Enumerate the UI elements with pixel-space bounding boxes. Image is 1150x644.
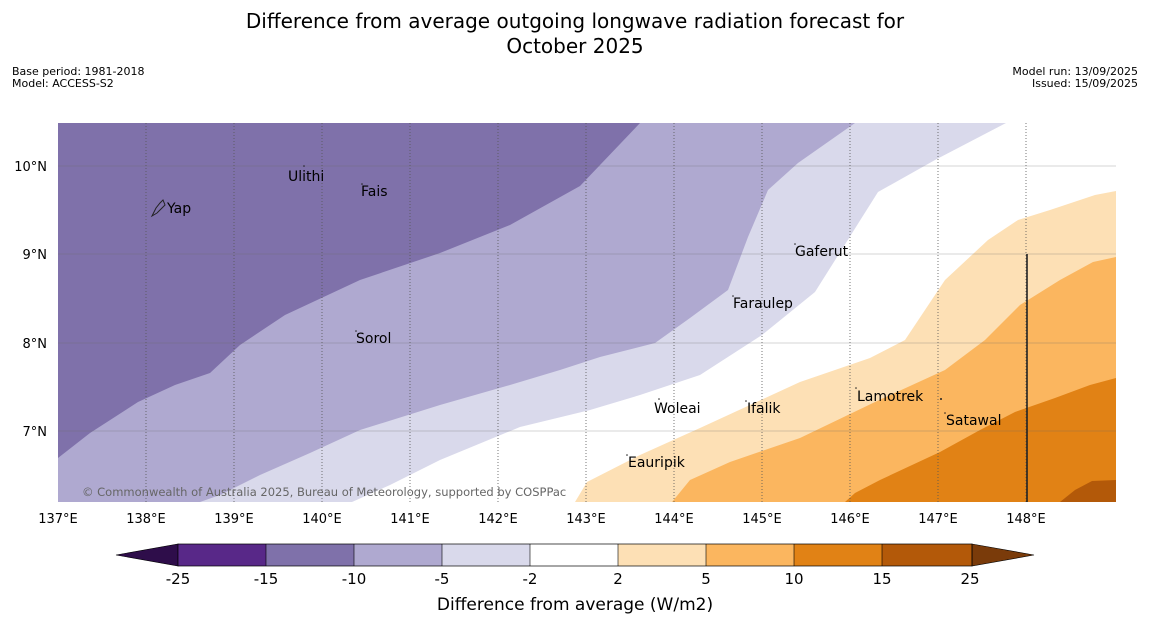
colorbar: -25 -15 -10 -5 -2 2 5 10 15 25 Differenc… — [115, 543, 1035, 615]
colorbar-tick: 2 — [613, 570, 623, 588]
colorbar-tick: -2 — [523, 570, 538, 588]
lon-tick: 140°E — [302, 512, 342, 527]
place-label: Gaferut — [795, 244, 849, 260]
latitude-tick-labels: 10°N 9°N 8°N 7°N — [14, 160, 47, 440]
lon-tick: 138°E — [126, 512, 166, 527]
colorbar-dividers — [265, 544, 883, 566]
place-labels: Ulithi Fais Yap Gaferut Faraulep Sorol W… — [166, 169, 1001, 471]
model-run: Model run: 13/09/2025 — [1012, 65, 1138, 78]
colorbar-tick: 15 — [872, 570, 891, 588]
colorbar-segment — [530, 544, 618, 566]
issued-date: Issued: 15/09/2025 — [1031, 77, 1138, 90]
colorbar-segment — [882, 544, 972, 566]
colorbar-tick: 10 — [784, 570, 803, 588]
lamotrek-dot — [855, 387, 857, 389]
lon-tick: 142°E — [478, 512, 518, 527]
place-label: Satawal — [946, 413, 1001, 429]
colorbar-segment — [442, 544, 530, 566]
sorol-dot — [355, 330, 357, 332]
lon-tick: 141°E — [390, 512, 430, 527]
elato-dot — [940, 398, 942, 400]
place-label: Yap — [166, 201, 191, 217]
yap-coastline — [150, 199, 166, 218]
ulithi-dot — [303, 165, 305, 167]
colorbar-segment — [178, 544, 266, 566]
place-label: Ulithi — [288, 169, 324, 185]
colorbar-segment — [266, 544, 354, 566]
lon-tick: 137°E — [38, 512, 78, 527]
colorbar-segment — [706, 544, 794, 566]
place-label: Eauripik — [628, 455, 686, 471]
copyright-notice: © Commonwealth of Australia 2025, Bureau… — [82, 485, 566, 499]
parallel-gridlines — [58, 165, 1116, 432]
model-name: Model: ACCESS-S2 — [12, 77, 114, 90]
place-label: Ifalik — [747, 401, 781, 417]
colorbar-label: Difference from average (W/m2) — [437, 595, 713, 615]
field-dark-orange — [845, 378, 1116, 502]
place-label: Faraulep — [733, 296, 793, 312]
lon-tick: 145°E — [742, 512, 782, 527]
title-line-2: October 2025 — [506, 34, 644, 58]
colorbar-segment — [618, 544, 706, 566]
colorbar-tick-labels: -25 -15 -10 -5 -2 2 5 10 15 25 — [166, 570, 980, 588]
field-deep-purple — [58, 123, 640, 458]
contour-fields — [58, 123, 1116, 502]
field-deepest-orange — [1060, 480, 1116, 502]
faraulep-dot — [732, 295, 734, 297]
meridian-gridlines — [145, 123, 1027, 502]
colorbar-tick: -10 — [342, 570, 367, 588]
colorbar-over-arrow — [971, 543, 1035, 567]
colorbar-segment — [794, 544, 882, 566]
lon-tick: 148°E — [1006, 512, 1046, 527]
place-label: Woleai — [654, 401, 701, 417]
colorbar-outline — [177, 543, 973, 567]
lat-tick: 8°N — [23, 337, 48, 352]
meta-left: Base period: 1981-2018 Model: ACCESS-S2 — [12, 66, 144, 90]
gaferut-dot — [794, 243, 796, 245]
longitude-tick-labels: 137°E 138°E 139°E 140°E 141°E 142°E 143°… — [38, 512, 1046, 527]
ifalik-dot — [745, 400, 747, 402]
island-markers — [150, 165, 946, 456]
place-label: Lamotrek — [857, 389, 924, 405]
colorbar-tick: -5 — [435, 570, 450, 588]
place-label: Sorol — [356, 331, 391, 347]
colorbar-tick: -15 — [254, 570, 279, 588]
lon-tick: 146°E — [830, 512, 870, 527]
base-period: Base period: 1981-2018 — [12, 65, 145, 78]
colorbar-segment — [354, 544, 442, 566]
colorbar-tick: 25 — [960, 570, 979, 588]
lon-tick: 147°E — [918, 512, 958, 527]
colorbar-under-arrow — [115, 543, 179, 567]
satawal-dot — [944, 412, 946, 414]
lat-tick: 7°N — [23, 425, 48, 440]
lon-tick: 144°E — [654, 512, 694, 527]
eauripik-dot — [626, 454, 628, 456]
title-line-1: Difference from average outgoing longwav… — [245, 9, 905, 33]
place-label: Fais — [361, 184, 388, 200]
fais-dot — [361, 183, 363, 185]
lon-tick: 143°E — [566, 512, 606, 527]
woleai-dot — [658, 398, 660, 400]
lat-tick: 10°N — [14, 160, 47, 175]
colorbar-tick: -25 — [166, 570, 191, 588]
meta-right: Model run: 13/09/2025 Issued: 15/09/2025 — [1012, 66, 1138, 90]
chart-title: Difference from average outgoing longwav… — [0, 9, 1150, 59]
lat-tick: 9°N — [23, 248, 48, 263]
colorbar-tick: 5 — [701, 570, 711, 588]
lon-tick: 139°E — [214, 512, 254, 527]
